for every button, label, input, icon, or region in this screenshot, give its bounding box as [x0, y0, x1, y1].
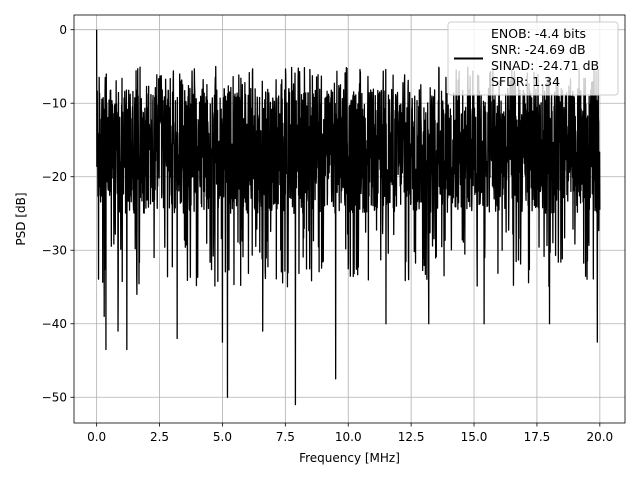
x-tick-label: 10.0 — [335, 430, 362, 444]
psd-series — [95, 29, 601, 406]
legend-series-label: ENOB: -4.4 bits SNR: -24.69 dB SINAD: -24.… — [491, 26, 599, 89]
legend-line-text: ENOB: -4.4 bits — [491, 26, 586, 41]
y-ticks: 0 −10 −20 −30 −40 −50 — [42, 23, 74, 405]
x-tick-label: 7.5 — [276, 430, 295, 444]
x-tick-label: 17.5 — [524, 430, 551, 444]
legend-line-text: SNR: -24.69 dB — [491, 42, 586, 57]
legend: ENOB: -4.4 bits SNR: -24.69 dB SINAD: -24.… — [447, 21, 619, 96]
y-tick-label: −10 — [42, 97, 67, 111]
y-tick-label: −50 — [42, 391, 67, 405]
x-axis-label: Frequency [MHz] — [299, 451, 400, 465]
x-tick-label: 20.0 — [586, 430, 613, 444]
plot-frame — [73, 14, 626, 424]
x-tick-label: 5.0 — [213, 430, 232, 444]
y-axis-label: PSD [dB] — [14, 192, 28, 245]
y-tick-label: −30 — [42, 244, 67, 258]
x-tick-label: 2.5 — [150, 430, 169, 444]
legend-line-text: SFDR: 1.34 — [491, 74, 560, 89]
psd-trace-line — [95, 29, 601, 406]
x-ticks: 0.0 2.5 5.0 7.5 10.0 12.5 15.0 17.5 20.0 — [87, 423, 613, 444]
y-tick-label: −40 — [42, 317, 67, 331]
legend-line-text: SINAD: -24.71 dB — [491, 58, 599, 73]
x-tick-label: 12.5 — [398, 430, 425, 444]
y-tick-label: 0 — [59, 23, 67, 37]
y-tick-label: −20 — [42, 170, 67, 184]
legend-frame — [447, 21, 619, 96]
x-tick-label: 15.0 — [461, 430, 488, 444]
x-tick-label: 0.0 — [87, 430, 106, 444]
